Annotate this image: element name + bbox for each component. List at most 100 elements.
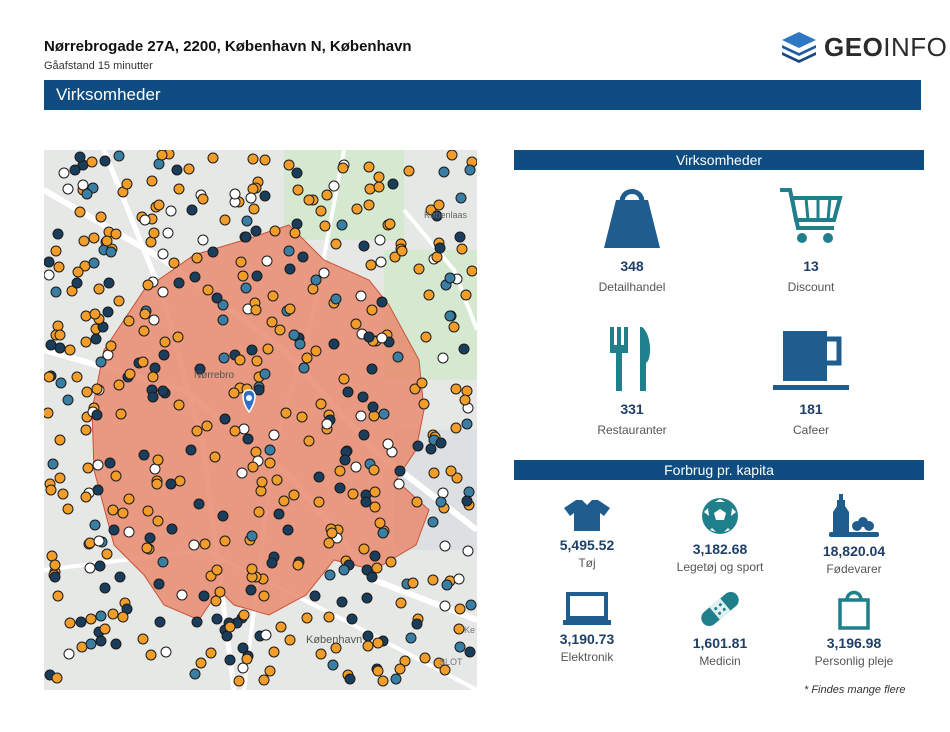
business-marker[interactable] (346, 613, 358, 625)
business-marker[interactable] (355, 290, 367, 302)
business-marker[interactable] (327, 659, 339, 671)
business-marker[interactable] (419, 652, 431, 664)
business-marker[interactable] (139, 214, 151, 226)
business-marker[interactable] (444, 310, 456, 322)
business-marker[interactable] (253, 384, 265, 396)
business-marker[interactable] (321, 189, 333, 201)
business-marker[interactable] (451, 472, 463, 484)
business-marker[interactable] (323, 611, 335, 623)
business-marker[interactable] (145, 236, 157, 248)
business-marker[interactable] (258, 674, 270, 686)
business-marker[interactable] (89, 308, 101, 320)
business-marker[interactable] (387, 178, 399, 190)
business-marker[interactable] (409, 383, 421, 395)
business-marker[interactable] (395, 597, 407, 609)
business-marker[interactable] (238, 423, 250, 435)
business-marker[interactable] (377, 675, 389, 687)
business-marker[interactable] (76, 641, 88, 653)
business-marker[interactable] (461, 385, 473, 397)
business-marker[interactable] (291, 167, 303, 179)
business-marker[interactable] (284, 634, 296, 646)
business-marker[interactable] (217, 510, 229, 522)
business-marker[interactable] (315, 648, 327, 660)
business-marker[interactable] (62, 394, 74, 406)
business-marker[interactable] (375, 256, 387, 268)
business-marker[interactable] (355, 410, 367, 422)
business-marker[interactable] (224, 654, 236, 666)
business-marker[interactable] (434, 242, 446, 254)
business-marker[interactable] (82, 462, 94, 474)
business-marker[interactable] (245, 192, 257, 204)
business-marker[interactable] (350, 318, 362, 330)
business-marker[interactable] (209, 451, 221, 463)
business-marker[interactable] (460, 289, 472, 301)
business-marker[interactable] (283, 245, 295, 257)
business-marker[interactable] (199, 538, 211, 550)
business-marker[interactable] (337, 162, 349, 174)
business-marker[interactable] (81, 188, 93, 200)
business-marker[interactable] (66, 285, 78, 297)
business-marker[interactable] (456, 243, 468, 255)
business-marker[interactable] (253, 506, 265, 518)
business-marker[interactable] (221, 630, 233, 642)
business-marker[interactable] (157, 556, 169, 568)
business-marker[interactable] (72, 266, 84, 278)
business-marker[interactable] (374, 517, 386, 529)
business-marker[interactable] (165, 205, 177, 217)
business-marker[interactable] (360, 496, 372, 508)
business-marker[interactable] (448, 321, 460, 333)
business-marker[interactable] (450, 383, 462, 395)
business-marker[interactable] (259, 154, 271, 166)
business-marker[interactable] (153, 199, 165, 211)
business-marker[interactable] (71, 371, 83, 383)
business-marker[interactable] (330, 293, 342, 305)
business-marker[interactable] (95, 356, 107, 368)
business-marker[interactable] (234, 354, 246, 366)
business-marker[interactable] (454, 231, 466, 243)
business-marker[interactable] (269, 225, 281, 237)
business-marker[interactable] (218, 352, 230, 364)
business-marker[interactable] (264, 444, 276, 456)
business-marker[interactable] (113, 150, 125, 162)
business-marker[interactable] (219, 214, 231, 226)
business-marker[interactable] (74, 151, 86, 163)
business-marker[interactable] (336, 596, 348, 608)
business-marker[interactable] (438, 166, 450, 178)
business-marker[interactable] (455, 192, 467, 204)
business-marker[interactable] (326, 527, 338, 539)
business-marker[interactable] (462, 545, 474, 557)
business-marker[interactable] (427, 516, 439, 528)
business-marker[interactable] (315, 205, 327, 217)
business-marker[interactable] (274, 324, 286, 336)
business-marker[interactable] (296, 411, 308, 423)
business-marker[interactable] (124, 368, 136, 380)
business-marker[interactable] (351, 203, 363, 215)
business-marker[interactable] (256, 476, 268, 488)
business-marker[interactable] (52, 228, 64, 240)
business-marker[interactable] (113, 295, 125, 307)
business-marker[interactable] (144, 532, 156, 544)
business-marker[interactable] (369, 486, 381, 498)
business-marker[interactable] (246, 563, 258, 575)
business-marker[interactable] (431, 210, 443, 222)
business-marker[interactable] (420, 331, 432, 343)
business-marker[interactable] (368, 464, 380, 476)
business-marker[interactable] (148, 314, 160, 326)
business-marker[interactable] (210, 595, 222, 607)
business-marker[interactable] (328, 180, 340, 192)
business-marker[interactable] (363, 331, 375, 343)
business-marker[interactable] (102, 306, 114, 318)
business-marker[interactable] (54, 329, 66, 341)
business-marker[interactable] (224, 621, 236, 633)
business-marker[interactable] (358, 429, 370, 441)
business-marker[interactable] (156, 150, 168, 161)
business-marker[interactable] (160, 646, 172, 658)
business-marker[interactable] (291, 218, 303, 230)
business-marker[interactable] (189, 271, 201, 283)
business-marker[interactable] (101, 235, 113, 247)
business-marker[interactable] (334, 465, 346, 477)
business-marker[interactable] (85, 613, 97, 625)
business-marker[interactable] (372, 665, 384, 677)
business-marker[interactable] (191, 616, 203, 628)
business-marker[interactable] (176, 589, 188, 601)
